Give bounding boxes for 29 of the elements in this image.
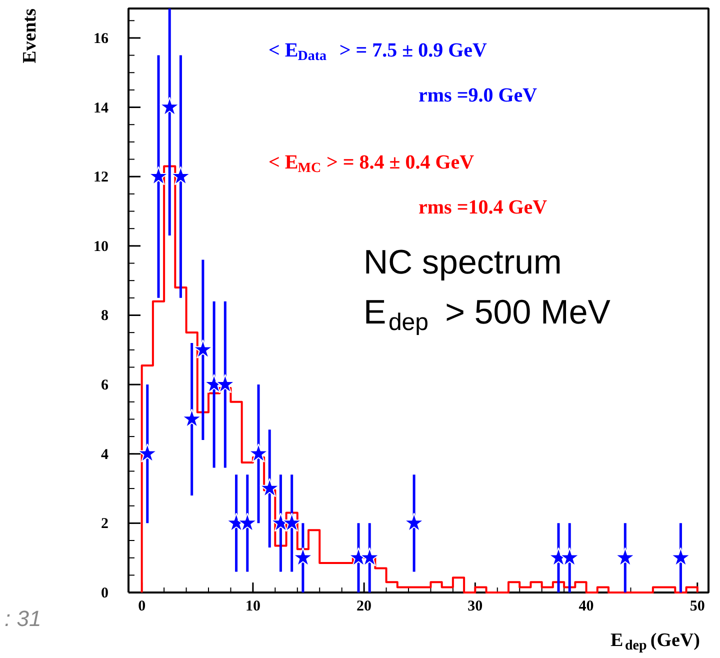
point bbox=[160, 96, 180, 116]
x-tick-label: 0 bbox=[138, 598, 146, 614]
annotation: rms =10.4 GeV bbox=[418, 196, 548, 218]
point bbox=[237, 512, 258, 532]
point bbox=[670, 547, 691, 566]
y-tick-label: 16 bbox=[94, 30, 109, 47]
point bbox=[292, 547, 313, 566]
x-tick-label: 20 bbox=[356, 598, 372, 614]
annotation: rms =9.0 GeV bbox=[418, 84, 538, 106]
x-tick-label: 40 bbox=[578, 598, 594, 614]
y-tick-label: 10 bbox=[94, 238, 108, 255]
x-tick-label: 30 bbox=[468, 598, 483, 614]
x-tick-label: 10 bbox=[245, 598, 260, 614]
x-tick-label: 50 bbox=[690, 598, 705, 614]
y-tick-label: 4 bbox=[101, 446, 109, 463]
text: : 31 bbox=[4, 606, 42, 631]
y-tick-label: 8 bbox=[101, 308, 108, 324]
point bbox=[170, 166, 191, 186]
point bbox=[182, 408, 202, 428]
y-tick-label: 0 bbox=[101, 586, 108, 602]
point bbox=[260, 478, 280, 498]
y-tick-label: 2 bbox=[101, 516, 108, 532]
y-axis-title: Events bbox=[20, 8, 40, 64]
annotation: NC spectrum bbox=[364, 244, 562, 282]
y-tick-label: 12 bbox=[94, 170, 108, 186]
point bbox=[192, 339, 213, 358]
y-tick-label: 6 bbox=[101, 378, 109, 394]
point bbox=[282, 512, 302, 532]
y-tick-label: 14 bbox=[94, 100, 109, 116]
